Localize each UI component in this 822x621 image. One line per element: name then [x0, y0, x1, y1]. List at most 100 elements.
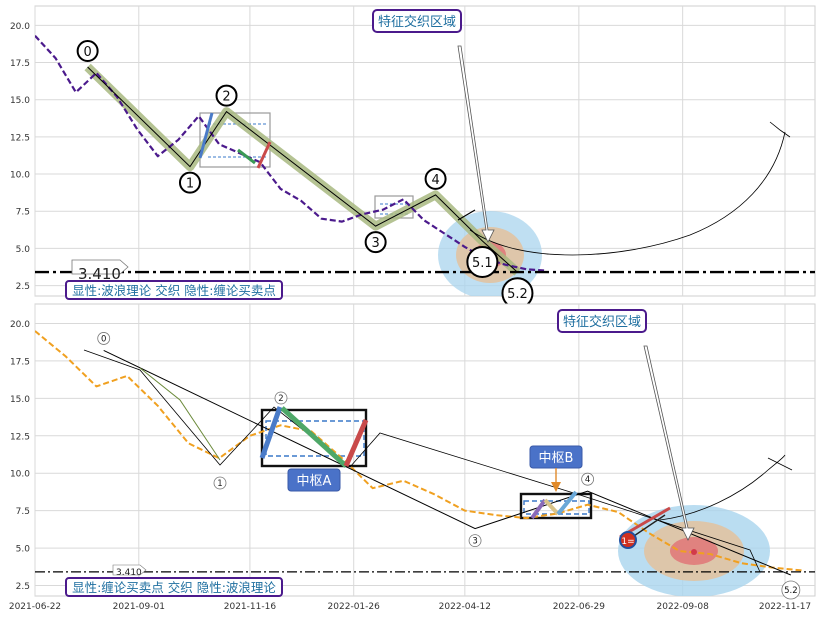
segment-green: [280, 406, 348, 468]
zone-a-label-box: [287, 468, 341, 492]
pivot-marker-2: [215, 84, 238, 107]
segment-lightblue: [556, 490, 578, 516]
x-tick-label: 2022-04-12: [439, 602, 491, 612]
level-line-label: 3.410: [78, 265, 121, 283]
pivot-marker-4: [424, 167, 447, 190]
projection-arc-tip: [767, 457, 793, 471]
y-tick-label: 15.0: [10, 395, 30, 405]
y-tick-label: 15.0: [10, 96, 30, 106]
segment-red: [256, 141, 272, 169]
zone-b-pointer-head: [551, 482, 561, 492]
level-tag-shape: [71, 259, 129, 275]
y-tick-label: 12.5: [10, 133, 30, 143]
x-tick-label: 2022-11-17: [759, 602, 811, 612]
segment-blue: [259, 406, 283, 459]
pivot-marker-3: [468, 534, 482, 548]
pivot-label-3: 3: [372, 236, 380, 251]
trend-line-2: [83, 349, 761, 573]
pivot-marker-1: [213, 476, 227, 490]
y-tick-label: 2.5: [16, 582, 30, 592]
pivot-marker-0: [97, 332, 111, 345]
wave-pivot-markers: 0 1 2 3 4 5.1 5.2: [76, 39, 534, 310]
pivot-label-2: 2: [278, 394, 283, 404]
zone-center-dot: [691, 549, 697, 555]
y-tick-label: 10.0: [10, 470, 30, 480]
x-tick-label: 2022-01-26: [328, 602, 381, 612]
y-tick-label: 10.0: [10, 171, 30, 181]
annotation-arrow-top: [457, 45, 495, 243]
annotation-box-bottom: [557, 309, 647, 333]
segment-purple: [530, 498, 547, 520]
pivot-label-5.2: 5.2: [784, 586, 798, 596]
projection-arc: [659, 454, 786, 521]
y-tick-label: 5.0: [16, 245, 31, 255]
y-tick-label: 17.5: [10, 59, 30, 69]
zone-box-b: [519, 492, 593, 520]
price-series-line: [35, 34, 547, 272]
signal-marker: [619, 531, 637, 549]
segment-green: [237, 148, 256, 165]
top-grid: [34, 6, 815, 296]
y-tick-label: 20.0: [10, 320, 30, 330]
pivot-label-4: 4: [431, 173, 439, 188]
pivot-marker-5.1: [466, 245, 499, 278]
annotation-text-top: 特征交织区域: [378, 14, 456, 30]
wave-line: [87, 66, 518, 273]
zone-box-a: [260, 408, 368, 468]
bottom-y-axis: 2.5 5.0 7.5 10.0 12.5 15.0 17.5 20.0: [10, 320, 30, 592]
legend-box-top: [65, 280, 283, 300]
y-tick-label: 2.5: [16, 282, 30, 292]
pivot-label-4: 4: [585, 475, 590, 485]
top-y-axis: 2.5 5.0 7.5 10.0 12.5 15.0 17.5 20.0: [10, 22, 30, 292]
wave-pivot-markers: 0 3 4 5.2: [97, 332, 801, 600]
price-series-line: [35, 330, 803, 572]
y-tick-label: 20.0: [10, 22, 30, 32]
pivot-label-2: 2: [222, 90, 230, 105]
zone-a-label: 中枢A: [297, 474, 332, 489]
x-tick-label: 2022-06-29: [553, 602, 606, 612]
segment-blue: [198, 112, 214, 159]
zone-a-inner: [265, 420, 365, 457]
pivot-marker-2: [274, 391, 288, 405]
bottom-x-axis: 2021-06-22 2021-09-01 2021-11-16 2022-01-26…: [9, 602, 811, 612]
signal-marker-label: 1=: [621, 537, 634, 547]
pivot-marker-1: [178, 171, 201, 194]
level-line-label-bottom: 3.410: [116, 568, 142, 578]
projection-arc-tip: [769, 121, 791, 138]
pivot-marker-3: [364, 231, 387, 254]
y-tick-label: 7.5: [16, 208, 30, 218]
level-tag-shape-bottom: [112, 564, 147, 576]
legend-box-bottom: [65, 577, 283, 597]
trend-line-3: [139, 367, 221, 461]
y-tick-label: 17.5: [10, 357, 30, 367]
legend-text-top: 显性:波浪理论 交织 隐性:缠论买卖点: [72, 283, 276, 298]
annotation-text-bottom: 特征交织区域: [563, 314, 641, 330]
y-tick-label: 5.0: [16, 545, 31, 555]
annotation-box-top: [372, 9, 462, 33]
bottom-panel: 2.5 5.0 7.5 10.0 12.5 15.0 17.5 20.0 2021-06-22…: [9, 303, 816, 612]
x-tick-label: 2021-06-22: [9, 602, 61, 612]
y-tick-label: 12.5: [10, 432, 30, 442]
pivot-label-3: 3: [472, 537, 477, 547]
pivot-marker-5.2: [781, 580, 801, 600]
x-tick-label: 2021-09-01: [113, 602, 165, 612]
segment-tan: [543, 498, 560, 516]
pivot-marker-4: [581, 472, 595, 486]
x-tick-label: 2021-11-16: [224, 602, 277, 612]
zone-b-label: 中枢B: [539, 451, 574, 466]
tick-mark: [457, 209, 476, 221]
y-tick-label: 7.5: [16, 507, 30, 517]
pivot-label-1: 1: [186, 177, 194, 192]
bottom-grid: [34, 304, 815, 596]
pivot-label-5.2: 5.2: [507, 287, 528, 302]
pivot-label-1: 1: [217, 479, 222, 489]
legend-text-bottom: 显性:缠论买卖点 交织 隐性:波浪理论: [72, 580, 276, 595]
pivot-marker-0: [76, 39, 99, 62]
top-panel: 2.5 5.0 7.5 10.0 12.5 15.0 17.5 20.0: [10, 5, 816, 310]
zone-b-inner: [523, 500, 590, 515]
pivot-label-0: 0: [101, 334, 106, 344]
pivot-label-0: 0: [83, 45, 91, 60]
pivot-label-5.1: 5.1: [472, 256, 493, 271]
